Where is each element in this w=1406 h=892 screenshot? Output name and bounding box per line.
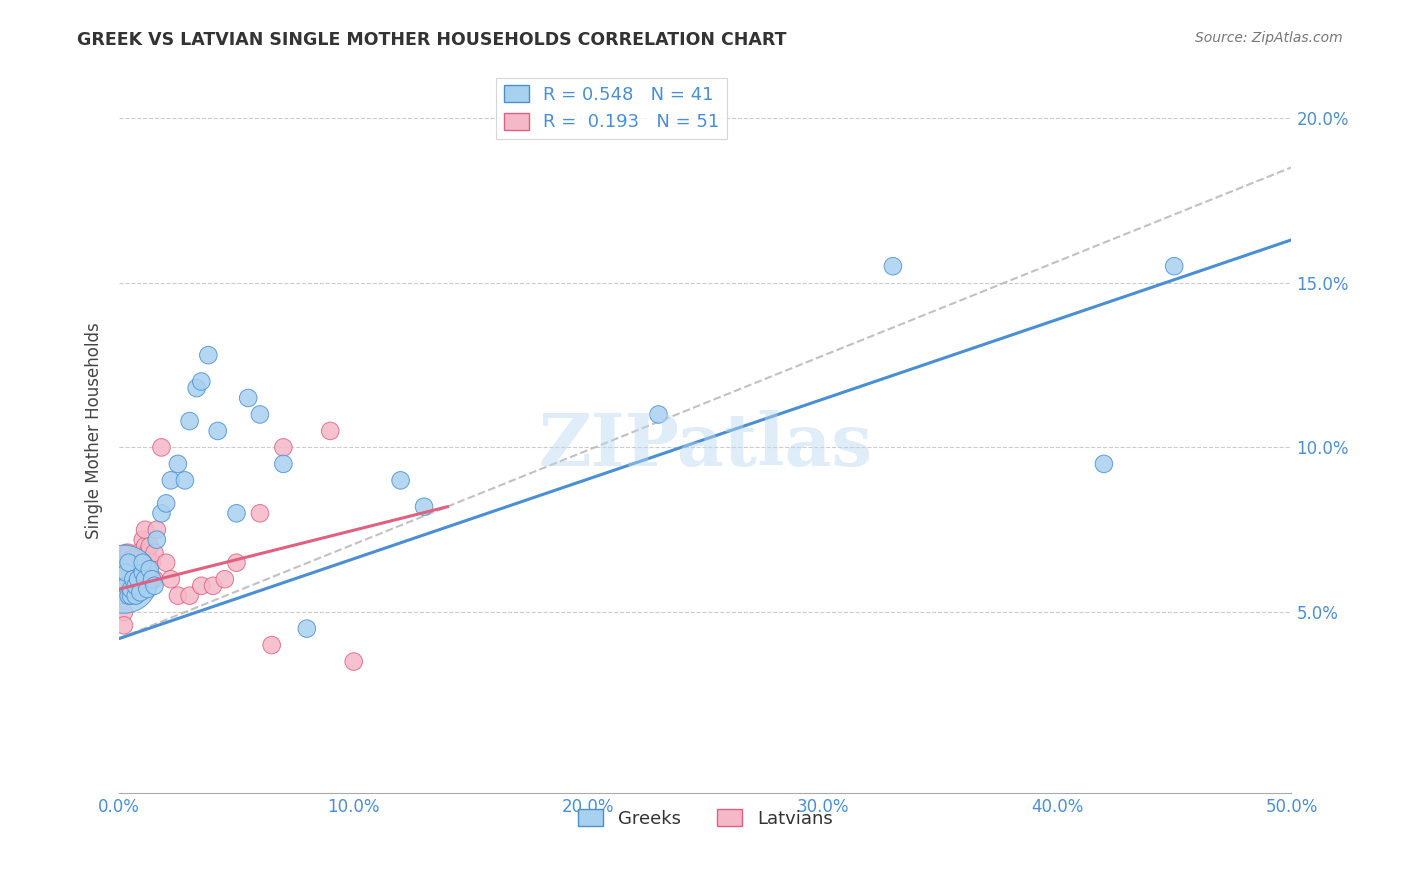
Point <box>112 572 135 586</box>
Point <box>174 474 197 488</box>
Point <box>155 496 177 510</box>
Point <box>139 539 162 553</box>
Point <box>167 589 190 603</box>
Point <box>167 457 190 471</box>
Point <box>1163 259 1185 273</box>
Point <box>141 572 163 586</box>
Point <box>120 589 142 603</box>
Point <box>273 441 295 455</box>
Legend: Greeks, Latvians: Greeks, Latvians <box>571 802 839 835</box>
Point <box>118 579 141 593</box>
Point <box>273 457 295 471</box>
Point <box>132 546 155 560</box>
Point <box>343 655 366 669</box>
Point <box>134 572 156 586</box>
Point <box>134 523 156 537</box>
Point <box>647 408 669 422</box>
Point <box>225 506 247 520</box>
Point <box>413 500 436 514</box>
Point <box>120 552 142 566</box>
Point <box>125 579 148 593</box>
Point <box>143 579 166 593</box>
Point <box>112 605 135 619</box>
Point <box>120 579 142 593</box>
Point <box>214 572 236 586</box>
Point <box>118 546 141 560</box>
Point <box>260 638 283 652</box>
Y-axis label: Single Mother Households: Single Mother Households <box>86 323 103 540</box>
Point <box>115 546 138 560</box>
Point <box>882 259 904 273</box>
Point <box>136 572 159 586</box>
Point <box>115 579 138 593</box>
Point <box>136 582 159 596</box>
Point <box>118 589 141 603</box>
Point <box>319 424 342 438</box>
Point <box>110 579 132 593</box>
Point <box>179 414 201 428</box>
Point <box>160 572 183 586</box>
Point <box>129 572 152 586</box>
Point <box>143 572 166 586</box>
Point <box>179 589 201 603</box>
Point <box>155 556 177 570</box>
Point <box>295 622 318 636</box>
Point <box>127 566 149 580</box>
Point <box>249 408 271 422</box>
Point <box>160 474 183 488</box>
Point <box>127 579 149 593</box>
Point <box>249 506 271 520</box>
Point <box>150 506 173 520</box>
Point <box>115 566 138 580</box>
Point <box>139 562 162 576</box>
Point <box>190 375 212 389</box>
Point <box>125 589 148 603</box>
Point <box>146 523 169 537</box>
Point <box>1092 457 1115 471</box>
Point <box>141 572 163 586</box>
Point <box>120 566 142 580</box>
Point <box>132 566 155 580</box>
Point <box>125 556 148 570</box>
Point <box>134 539 156 553</box>
Point <box>150 441 173 455</box>
Point <box>115 572 138 586</box>
Point <box>389 474 412 488</box>
Point <box>146 533 169 547</box>
Point <box>112 618 135 632</box>
Text: ZIPatlas: ZIPatlas <box>538 410 873 481</box>
Point <box>225 556 247 570</box>
Point <box>141 556 163 570</box>
Point <box>110 591 132 606</box>
Point <box>118 562 141 576</box>
Point <box>115 556 138 570</box>
Point <box>186 381 208 395</box>
Point <box>120 582 142 596</box>
Text: Source: ZipAtlas.com: Source: ZipAtlas.com <box>1195 31 1343 45</box>
Point <box>136 546 159 560</box>
Point <box>125 589 148 603</box>
Point <box>202 579 225 593</box>
Point <box>132 556 155 570</box>
Point <box>122 572 145 586</box>
Point <box>132 556 155 570</box>
Point <box>132 533 155 547</box>
Point <box>143 546 166 560</box>
Point <box>118 556 141 570</box>
Point <box>125 572 148 586</box>
Point <box>238 391 260 405</box>
Point <box>129 556 152 570</box>
Point <box>127 546 149 560</box>
Point <box>190 579 212 593</box>
Point <box>139 556 162 570</box>
Point <box>122 579 145 593</box>
Point <box>207 424 229 438</box>
Text: GREEK VS LATVIAN SINGLE MOTHER HOUSEHOLDS CORRELATION CHART: GREEK VS LATVIAN SINGLE MOTHER HOUSEHOLD… <box>77 31 787 49</box>
Point <box>129 585 152 599</box>
Point <box>127 572 149 586</box>
Point <box>122 562 145 576</box>
Point <box>197 348 219 362</box>
